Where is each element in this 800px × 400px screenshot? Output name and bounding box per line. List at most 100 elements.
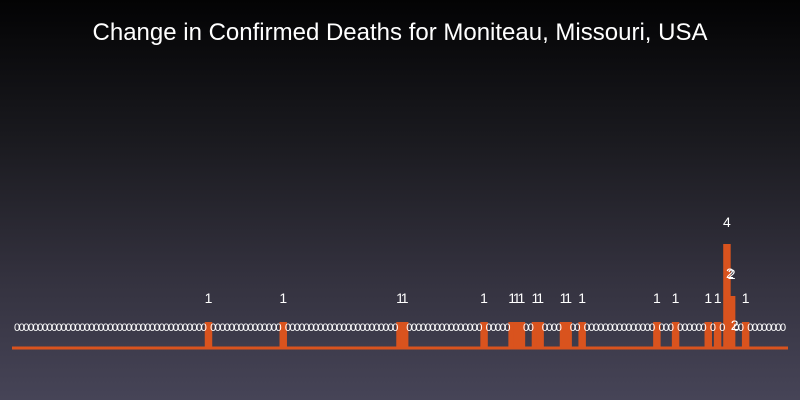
zero-label: 0	[374, 322, 380, 334]
bar	[400, 322, 409, 348]
value-label: 1	[518, 290, 526, 306]
zero-label: 0	[51, 322, 57, 334]
zero-label: 0	[224, 322, 230, 334]
zero-label: 0	[644, 322, 650, 334]
bar	[727, 296, 736, 348]
zero-label: 0	[570, 322, 576, 334]
value-label: 2	[731, 317, 739, 333]
bar	[723, 244, 731, 348]
zero-label: 0	[439, 322, 445, 334]
zero-label: 0	[635, 322, 641, 334]
zero-label: 0	[261, 322, 267, 334]
zero-label: 0	[490, 322, 496, 334]
zero-label: 0	[542, 322, 548, 334]
zero-label: 0	[154, 322, 160, 334]
zero-label: 0	[780, 322, 786, 334]
chart-title: Change in Confirmed Deaths for Moniteau,…	[92, 19, 708, 46]
zero-label: 0	[135, 322, 141, 334]
zero-label: 0	[682, 322, 688, 334]
value-label: 1	[560, 290, 568, 306]
zero-label: 0	[607, 322, 613, 334]
value-label: 2	[726, 265, 734, 281]
bar	[653, 322, 661, 348]
zero-label: 0	[528, 322, 534, 334]
bar	[671, 322, 680, 348]
zero-label: 0	[626, 322, 632, 334]
value-label: 1	[578, 290, 586, 306]
zero-label: 0	[602, 322, 608, 334]
zero-label: 0	[210, 322, 216, 334]
zero-label: 0	[411, 322, 417, 334]
zero-label: 0	[229, 322, 235, 334]
zero-label: 0	[131, 322, 137, 334]
zero-label: 0	[392, 322, 398, 334]
zero-label: 0	[332, 322, 338, 334]
zero-label: 0	[448, 322, 454, 334]
zero-label: 0	[775, 322, 781, 334]
zero-label: 0	[75, 322, 81, 334]
zero-label: 0	[355, 322, 361, 334]
zero-label: 0	[616, 322, 622, 334]
zero-label: 0	[696, 322, 702, 334]
zero-label: 0	[495, 322, 501, 334]
zero-label: 0	[640, 322, 646, 334]
bar	[480, 322, 488, 348]
zero-label: 0	[112, 322, 118, 334]
zero-label: 0	[56, 322, 62, 334]
zero-label: 0	[233, 322, 239, 334]
bar	[741, 322, 750, 348]
zero-label: 0	[733, 322, 739, 334]
zero-label: 0	[271, 322, 277, 334]
zero-label: 0	[275, 322, 281, 334]
zero-label: 0	[290, 322, 296, 334]
zero-label: 0	[350, 322, 356, 334]
zero-label: 0	[378, 322, 384, 334]
zero-label: 0	[598, 322, 604, 334]
zero-label: 0	[37, 322, 43, 334]
bar	[396, 322, 404, 348]
value-label: 1	[714, 290, 722, 306]
zero-label: 0	[747, 322, 753, 334]
zero-label: 0	[668, 322, 674, 334]
zero-label: 0	[346, 322, 352, 334]
zero-label: 0	[649, 322, 655, 334]
bars-layer	[204, 244, 750, 348]
zero-label: 0	[187, 322, 193, 334]
zero-label: 0	[285, 322, 291, 334]
bar	[513, 322, 521, 348]
zero-label: 0	[701, 322, 707, 334]
zero-label: 0	[252, 322, 258, 334]
zero-label: 0	[406, 322, 412, 334]
zero-label: 0	[663, 322, 669, 334]
value-label: 1	[513, 290, 521, 306]
zero-label: 0	[19, 322, 25, 334]
zero-label: 0	[630, 322, 636, 334]
zero-label: 0	[383, 322, 389, 334]
zero-label: 0	[145, 322, 151, 334]
zero-label: 0	[318, 322, 324, 334]
zero-label: 0	[766, 322, 772, 334]
zero-label: 0	[201, 322, 207, 334]
zero-label: 0	[416, 322, 422, 334]
value-label: 1	[508, 290, 516, 306]
zero-label: 0	[593, 322, 599, 334]
zero-label: 0	[47, 322, 53, 334]
zero-label: 0	[107, 322, 113, 334]
value-label: 1	[532, 290, 540, 306]
zero-label: 0	[336, 322, 342, 334]
zero-label: 0	[761, 322, 767, 334]
zero-label: 0	[453, 322, 459, 334]
zero-label: 0	[710, 322, 716, 334]
zero-label: 0	[126, 322, 132, 334]
zero-label: 0	[369, 322, 375, 334]
zero-label: 0	[215, 322, 221, 334]
zero-label: 0	[621, 322, 627, 334]
value-label: 1	[564, 290, 572, 306]
zero-label: 0	[191, 322, 197, 334]
zero-label: 0	[752, 322, 758, 334]
zero-label: 0	[93, 322, 99, 334]
zero-label: 0	[149, 322, 155, 334]
zero-label: 0	[364, 322, 370, 334]
zero-label: 0	[434, 322, 440, 334]
